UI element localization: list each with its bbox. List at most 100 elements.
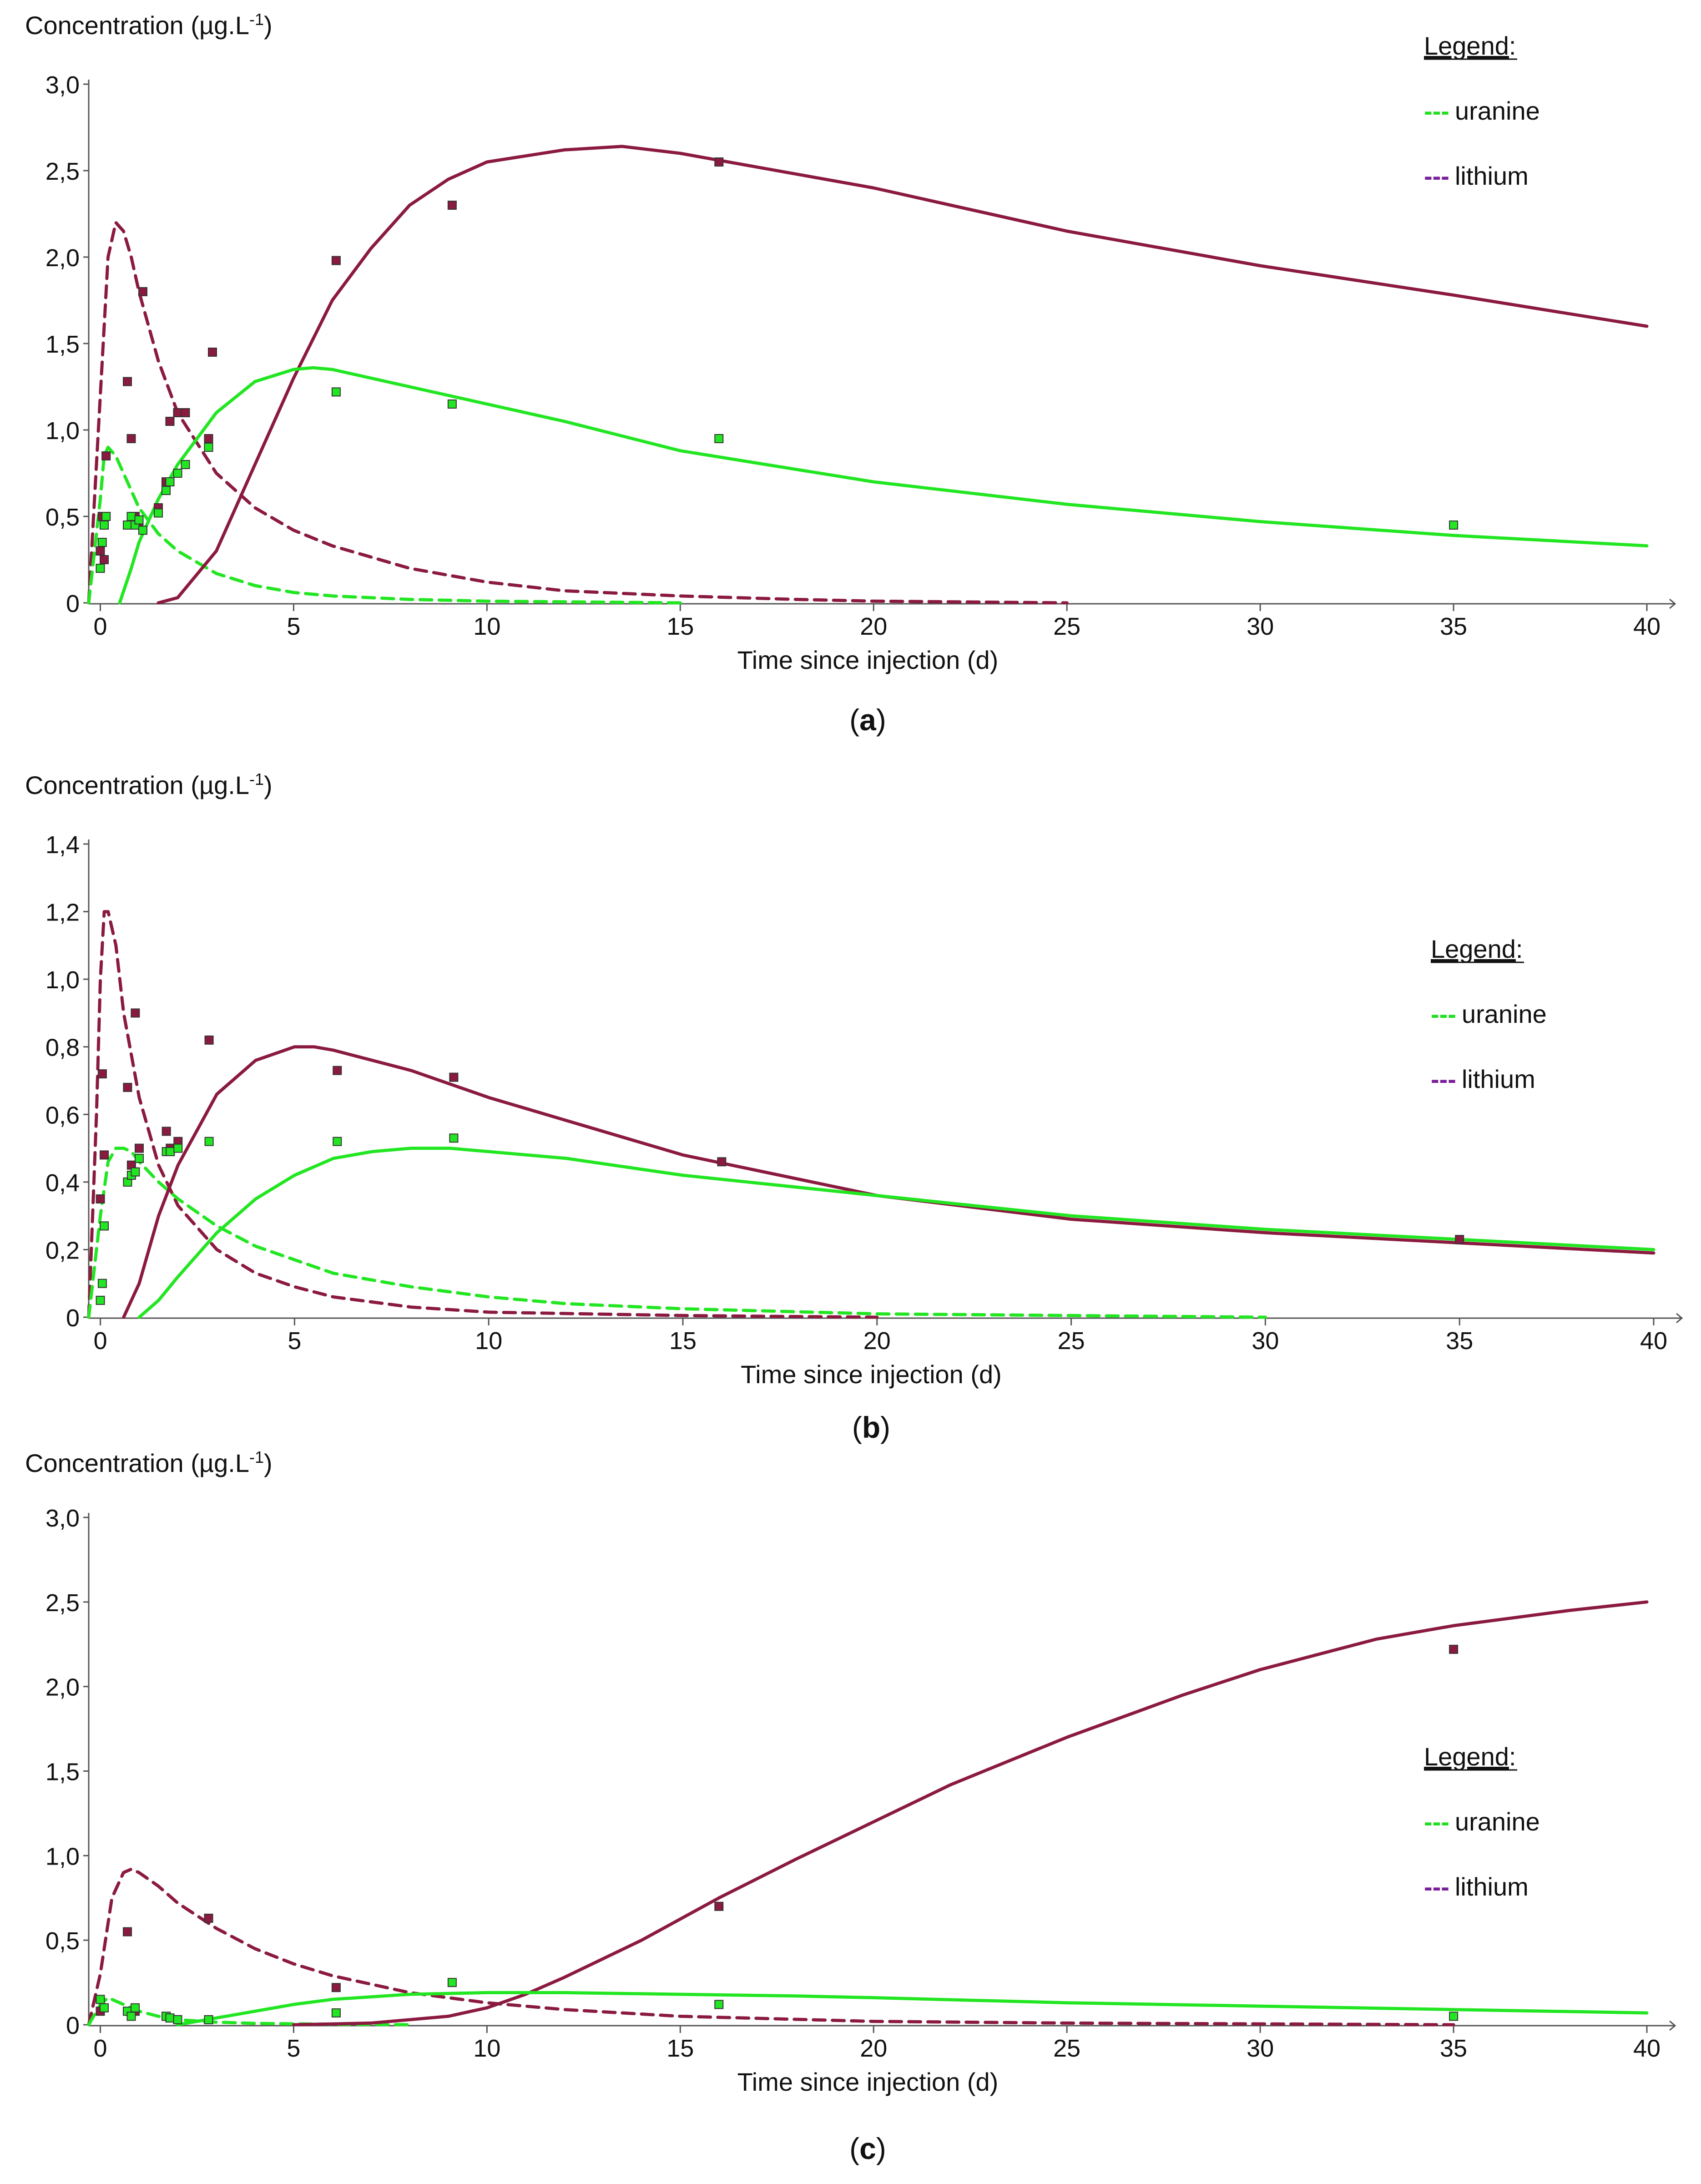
data-point-lithium-observed	[100, 1150, 109, 1160]
series-line-uranine-solid-model	[176, 1991, 1649, 2027]
y-axis-label-close: )	[264, 1449, 273, 1477]
data-point-uranine-observed	[97, 1279, 107, 1288]
y-tick-label: 1,0	[45, 1843, 80, 1870]
data-point-lithium-observed	[447, 201, 457, 210]
data-point-uranine-observed	[331, 387, 341, 397]
legend-item-lithium: --- lithium	[1424, 1872, 1529, 1901]
y-tick-label: 0,4	[45, 1169, 80, 1197]
data-point-lithium-observed	[1455, 1235, 1464, 1244]
x-tick-label: 20	[860, 613, 887, 640]
data-point-lithium-observed	[331, 1983, 341, 1992]
data-point-lithium-observed	[96, 546, 105, 556]
y-tick-label: 0,5	[45, 504, 80, 531]
legend-label-uranine: uranine	[1462, 1000, 1547, 1028]
data-point-lithium-observed	[96, 1194, 105, 1203]
caption-close: )	[876, 2132, 886, 2165]
data-point-uranine-observed	[101, 512, 111, 521]
data-point-lithium-observed	[165, 417, 175, 426]
y-tick-label: 2,5	[45, 158, 80, 185]
x-tick-label: 15	[669, 1327, 697, 1355]
x-axis-arrow	[1669, 2020, 1676, 2031]
x-tick-label: 10	[475, 1327, 502, 1355]
data-point-uranine-observed	[331, 2008, 341, 2017]
y-axis-label-superscript: -1	[249, 10, 264, 29]
series-line-lithium-dashed-model	[87, 910, 879, 1319]
caption-open: (	[849, 703, 859, 737]
legend-title: Legend:	[1424, 1742, 1516, 1771]
legend-label-lithium: lithium	[1455, 162, 1529, 190]
x-tick-label: 40	[1633, 2035, 1661, 2062]
caption-letter: c	[859, 2132, 876, 2165]
legend-title-text: Legend	[1431, 935, 1516, 963]
x-tick-label: 35	[1440, 2035, 1467, 2062]
data-point-lithium-observed	[162, 1127, 171, 1136]
legend-label-lithium: lithium	[1455, 1872, 1529, 1901]
x-tick-label: 30	[1252, 1327, 1279, 1355]
data-point-uranine-observed	[126, 512, 136, 521]
series-line-uranine-solid-model	[137, 1147, 1656, 1319]
x-tick-label: 5	[287, 613, 300, 640]
y-tick-label: 0	[66, 2012, 80, 2039]
x-tick-label: 40	[1640, 1327, 1667, 1355]
x-tick-label: 20	[863, 1327, 891, 1355]
caption-close: )	[876, 703, 886, 737]
y-axis-label-superscript: -1	[249, 1448, 264, 1466]
x-axis-arrow	[1676, 1313, 1683, 1324]
data-point-lithium-observed	[1449, 1644, 1459, 1654]
data-point-uranine-observed	[131, 1167, 140, 1177]
x-tick-label: 0	[93, 613, 107, 640]
chart-panel-b: Concentration (µg.L-1) 0 0,2 0,4 0,6 0,8 1,0 1,…	[25, 770, 1683, 1444]
legend-label-lithium: lithium	[1462, 1065, 1535, 1093]
data-point-uranine-observed	[173, 2015, 182, 2024]
data-point-uranine-observed	[714, 434, 724, 443]
legend-label-uranine: uranine	[1455, 1807, 1540, 1836]
data-point-uranine-observed	[100, 2003, 109, 2012]
data-point-lithium-observed	[717, 1157, 727, 1167]
caption-letter: b	[862, 1410, 880, 1444]
data-point-lithium-observed	[181, 408, 190, 417]
legend-item-uranine: --- uranine	[1424, 96, 1540, 125]
legend-title-text: Legend	[1424, 31, 1509, 60]
data-point-lithium-observed	[204, 1913, 213, 1923]
legend-item-uranine: --- uranine	[1431, 1000, 1547, 1028]
x-tick-label: 25	[1058, 1327, 1085, 1355]
caption-open: (	[849, 2132, 859, 2165]
y-tick-label: 3,0	[45, 71, 80, 99]
x-tick-label: 10	[473, 613, 500, 640]
data-point-lithium-observed	[131, 1008, 140, 1018]
legend-swatch-uranine: ---	[1424, 1807, 1449, 1836]
y-axis-label-superscript: -1	[249, 770, 264, 789]
legend-swatch-lithium: ---	[1431, 1065, 1456, 1093]
y-axis-label-close: )	[264, 771, 273, 799]
legend: Legend:--- uranine--- lithium	[1424, 1742, 1540, 1901]
x-axis-label: Time since injection (d)	[737, 646, 999, 674]
y-tick-label: 1,5	[45, 1759, 80, 1786]
data-point-uranine-observed	[1449, 521, 1459, 530]
legend: Legend: --- uranine --- lithium	[1431, 935, 1547, 1093]
legend-title: Legend:	[1431, 935, 1523, 963]
data-point-uranine-observed	[449, 1133, 459, 1143]
data-point-uranine-observed	[165, 2013, 175, 2023]
data-point-lithium-observed	[204, 1035, 214, 1045]
data-point-uranine-observed	[204, 2015, 213, 2024]
legend-swatch-lithium: ---	[1424, 1872, 1449, 1901]
x-tick-label: 35	[1440, 613, 1467, 640]
y-tick-label: 1,0	[45, 417, 80, 445]
data-point-lithium-observed	[138, 287, 147, 296]
data-point-lithium-observed	[714, 157, 724, 167]
y-axis-label: Concentration (µg.L-1)	[25, 1448, 273, 1478]
data-point-uranine-observed	[126, 2012, 136, 2021]
x-axis-label: Time since injection (d)	[741, 1360, 1002, 1389]
data-point-uranine-observed	[1449, 2012, 1459, 2021]
y-tick-label: 1,4	[45, 831, 80, 859]
y-axis-label: Concentration (µg.L-1)	[25, 10, 273, 40]
y-axis-label-close: )	[264, 11, 273, 40]
y-tick-label: 2,0	[45, 1674, 80, 1701]
legend-title-suffix: :	[1509, 1742, 1516, 1771]
panel-caption: (a)	[849, 703, 886, 737]
x-tick-label: 0	[93, 2035, 107, 2062]
data-point-lithium-observed	[449, 1072, 459, 1082]
x-axis-arrow	[1669, 598, 1676, 609]
data-point-uranine-observed	[100, 521, 109, 530]
